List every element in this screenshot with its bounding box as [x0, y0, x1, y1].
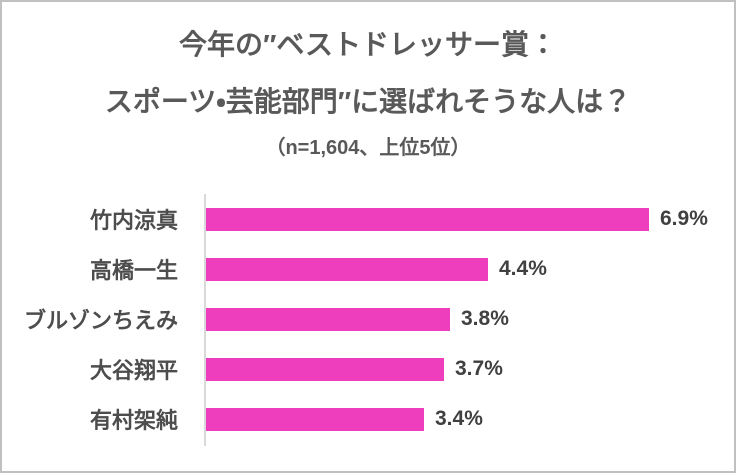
category-label: 高橋一生	[89, 258, 178, 283]
bar	[206, 207, 649, 231]
bar-row: ブルゾンちえみ 3.8%	[2, 294, 734, 344]
bar	[206, 357, 444, 381]
chart-area: 竹内涼真 6.9% 高橋一生 4.4% ブルゾンちえみ 3.8% 大谷翔平 3.…	[2, 194, 734, 446]
category-label: 有村架純	[89, 408, 178, 433]
category-label: ブルゾンちえみ	[23, 308, 178, 333]
bar	[206, 407, 424, 431]
chart-title: 今年の″ベストドレッサー賞： スポーツ・芸能部門″に選ばれそうな人は？	[2, 16, 734, 130]
bar	[206, 257, 488, 281]
bar-row: 竹内涼真 6.9%	[2, 194, 734, 244]
bar	[206, 307, 450, 331]
value-label: 3.4%	[435, 407, 483, 430]
value-label: 6.9%	[660, 207, 708, 230]
y-axis-line	[204, 194, 206, 446]
bar-row: 大谷翔平 3.7%	[2, 344, 734, 394]
bar-row: 高橋一生 4.4%	[2, 244, 734, 294]
category-label: 大谷翔平	[89, 358, 178, 383]
value-label: 3.7%	[455, 357, 503, 380]
value-label: 4.4%	[499, 257, 547, 280]
chart-title-line1: 今年の″ベストドレッサー賞：	[179, 29, 557, 60]
bar-row: 有村架純 3.4%	[2, 394, 734, 444]
chart-subtitle: （n=1,604、上位5位）	[265, 137, 471, 159]
chart-title-line2: スポーツ・芸能部門″に選ばれそうな人は？	[104, 86, 632, 117]
value-label: 3.8%	[461, 307, 509, 330]
category-label: 竹内涼真	[89, 208, 178, 233]
